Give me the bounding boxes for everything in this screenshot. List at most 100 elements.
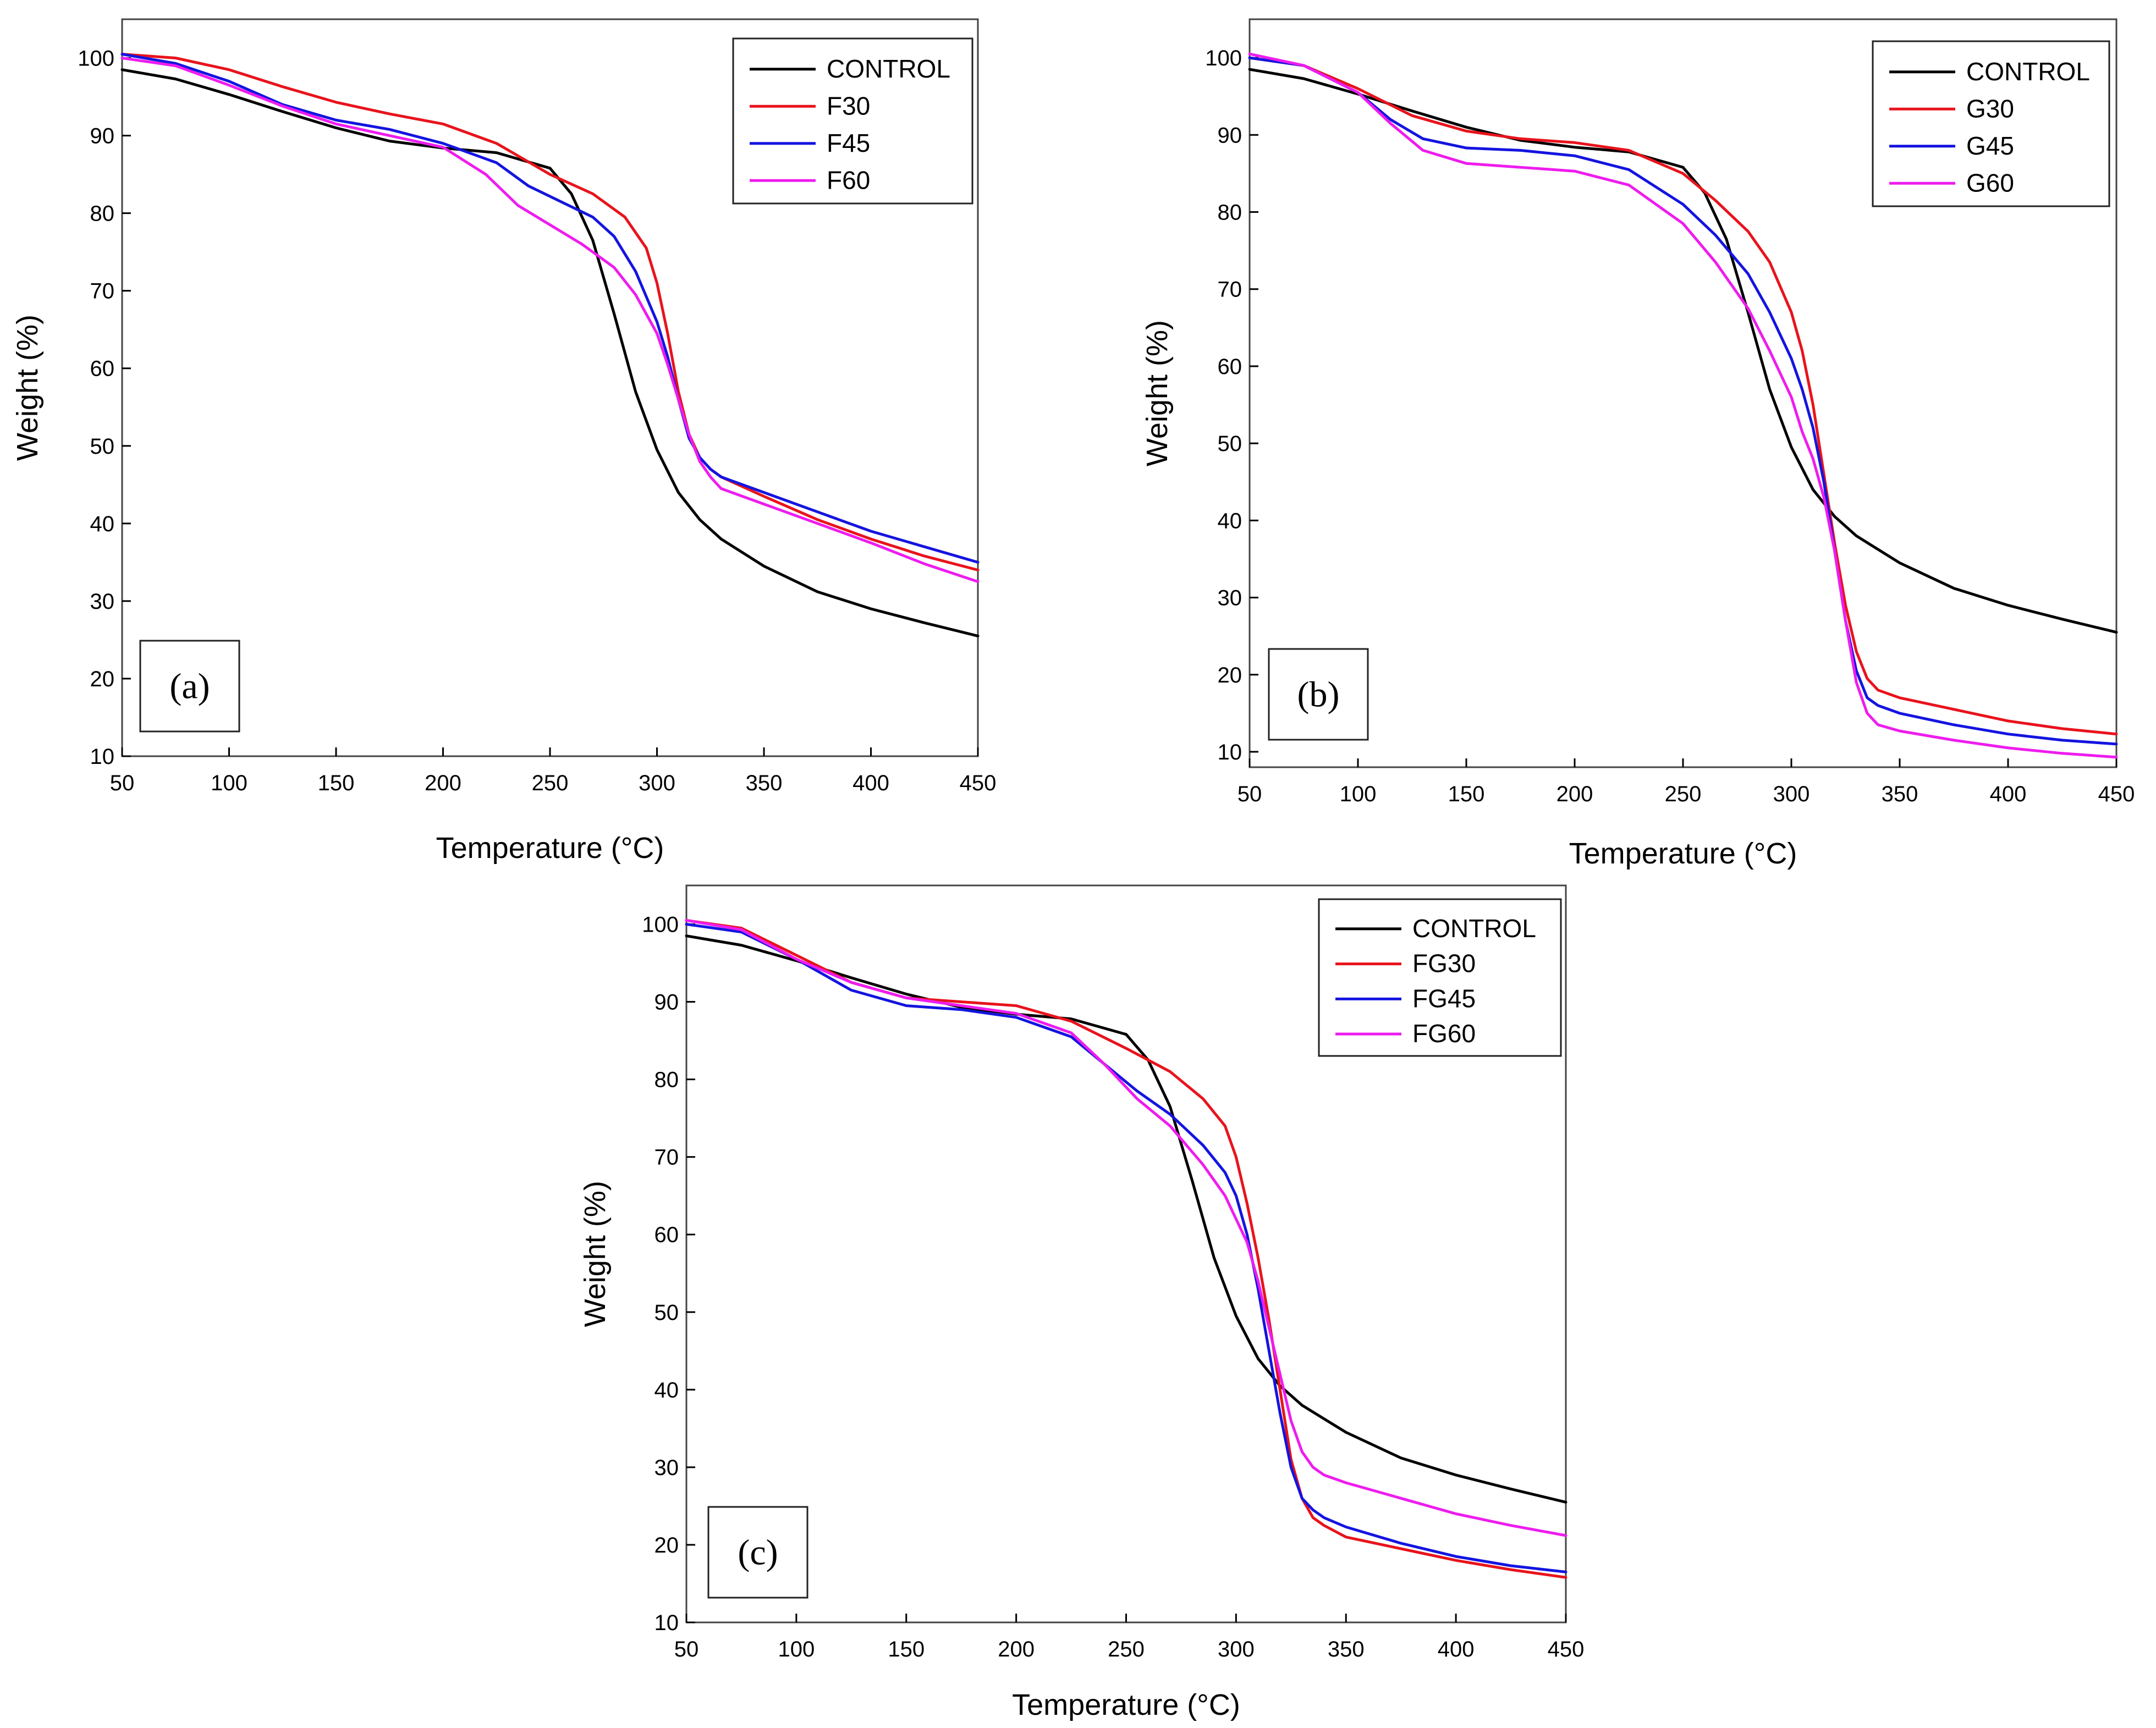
y-tick-label: 60 — [1218, 355, 1242, 379]
x-tick-label: 50 — [110, 771, 135, 795]
x-tick-label: 250 — [1665, 782, 1702, 806]
x-tick-label: 350 — [1328, 1637, 1365, 1661]
y-tick-label: 50 — [90, 434, 115, 459]
y-tick-label: 50 — [1218, 432, 1242, 456]
x-tick-label: 250 — [1108, 1637, 1145, 1661]
legend-label-f30: F30 — [827, 91, 870, 120]
y-tick-label: 100 — [1205, 46, 1242, 70]
y-tick-label: 90 — [90, 124, 115, 148]
x-tick-label: 450 — [2098, 782, 2135, 806]
y-axis-label: Weight (%) — [11, 315, 44, 461]
legend-label-g60: G60 — [1966, 168, 2014, 197]
y-tick-label: 100 — [78, 47, 114, 71]
series-line-control — [120, 68, 980, 637]
y-tick-label: 40 — [654, 1378, 679, 1402]
y-tick-label: 40 — [90, 512, 115, 536]
y-tick-label: 50 — [654, 1301, 679, 1325]
x-tick-label: 150 — [888, 1637, 925, 1661]
x-tick-label: 100 — [778, 1637, 815, 1661]
x-tick-label: 350 — [1882, 782, 1918, 806]
x-tick-label: 300 — [639, 771, 675, 795]
y-tick-label: 10 — [90, 745, 115, 769]
panel-label: (a) — [169, 667, 210, 707]
x-tick-label: 250 — [532, 771, 569, 795]
legend-label-fg45: FG45 — [1412, 984, 1476, 1012]
x-tick-label: 200 — [998, 1637, 1035, 1661]
y-tick-label: 30 — [1218, 586, 1242, 610]
legend-label-control: CONTROL — [1412, 914, 1536, 943]
series-line-f45 — [120, 53, 980, 564]
panel-label: (b) — [1297, 675, 1340, 715]
series-line-control — [1248, 68, 2118, 634]
y-axis-label: Weight (%) — [1141, 320, 1174, 466]
chart-panel-c: 50 100 150 200 250 300 350 400 450 10 20 30 40 50 60 70… — [579, 884, 1585, 1721]
y-tick-label: 70 — [654, 1146, 679, 1170]
chart-panel-a: 50 100 150 200 250 300 350 400 450 10 20 30 40 50 60 70… — [11, 18, 997, 865]
y-tick-label: 20 — [654, 1533, 679, 1558]
panel-label-box — [1268, 648, 1369, 741]
panel-label: (c) — [738, 1533, 778, 1573]
legend-box — [1872, 40, 2110, 207]
y-tick-label: 80 — [1218, 201, 1242, 225]
y-tick-label: 60 — [90, 357, 115, 381]
y-tick-label: 40 — [1218, 509, 1242, 533]
y-tick-label: 80 — [90, 202, 115, 226]
y-tick-label: 20 — [1218, 663, 1242, 687]
legend-label-g30: G30 — [1966, 94, 2014, 123]
legend-box — [732, 37, 974, 205]
y-tick-label: 30 — [90, 590, 115, 614]
x-tick-label: 150 — [1448, 782, 1485, 806]
x-tick-label: 150 — [318, 771, 355, 795]
chart-panel-b: 50 100 150 200 250 300 350 400 450 10 20 30 40 50 60 70… — [1141, 18, 2135, 870]
series-line-g60 — [1248, 52, 2118, 759]
series-line-f30 — [120, 53, 980, 571]
x-tick-label: 50 — [1238, 782, 1262, 806]
x-tick-label: 400 — [1438, 1637, 1475, 1661]
x-axis-label: Temperature (°C) — [436, 832, 664, 865]
x-tick-label: 100 — [211, 771, 248, 795]
series-line-control — [685, 934, 1568, 1504]
legend-label-fg60: FG60 — [1412, 1019, 1476, 1048]
panel-label-box — [707, 1506, 809, 1599]
x-tick-label: 450 — [960, 771, 997, 795]
y-tick-label: 90 — [1218, 123, 1242, 147]
legend-label-f60: F60 — [827, 166, 870, 194]
series-line-fg45 — [685, 923, 1568, 1573]
x-tick-label: 450 — [1548, 1637, 1585, 1661]
legend-label-fg30: FG30 — [1412, 949, 1476, 978]
x-tick-label: 300 — [1773, 782, 1810, 806]
y-tick-label: 30 — [654, 1456, 679, 1480]
panel-label-box — [139, 640, 240, 733]
y-tick-label: 80 — [654, 1068, 679, 1092]
x-axis-label: Temperature (°C) — [1569, 837, 1797, 870]
x-tick-label: 350 — [746, 771, 783, 795]
y-tick-label: 10 — [1218, 740, 1242, 764]
y-tick-label: 70 — [1218, 278, 1242, 302]
legend-label-g45: G45 — [1966, 131, 2014, 160]
y-axis-label: Weight (%) — [579, 1181, 612, 1327]
x-axis-label: Temperature (°C) — [1012, 1688, 1240, 1721]
x-tick-label: 300 — [1218, 1637, 1255, 1661]
legend-box — [1318, 898, 1562, 1057]
y-tick-label: 60 — [654, 1223, 679, 1247]
series-line-fg60 — [685, 919, 1568, 1537]
legend-label-f45: F45 — [827, 129, 870, 157]
series-line-g45 — [1248, 56, 2118, 746]
legend-label-control: CONTROL — [827, 54, 950, 83]
x-tick-label: 200 — [1557, 782, 1593, 806]
x-tick-label: 400 — [853, 771, 889, 795]
y-tick-label: 100 — [642, 913, 679, 937]
x-tick-label: 200 — [425, 771, 461, 795]
legend-label-control: CONTROL — [1966, 57, 2090, 86]
x-tick-label: 50 — [674, 1637, 699, 1661]
y-tick-label: 20 — [90, 667, 115, 691]
y-tick-label: 90 — [654, 990, 679, 1015]
y-tick-label: 70 — [90, 279, 115, 304]
series-line-f60 — [120, 57, 980, 584]
x-tick-label: 100 — [1340, 782, 1377, 806]
x-tick-label: 400 — [1990, 782, 2027, 806]
y-tick-label: 10 — [654, 1611, 679, 1635]
series-line-g30 — [1248, 56, 2118, 736]
